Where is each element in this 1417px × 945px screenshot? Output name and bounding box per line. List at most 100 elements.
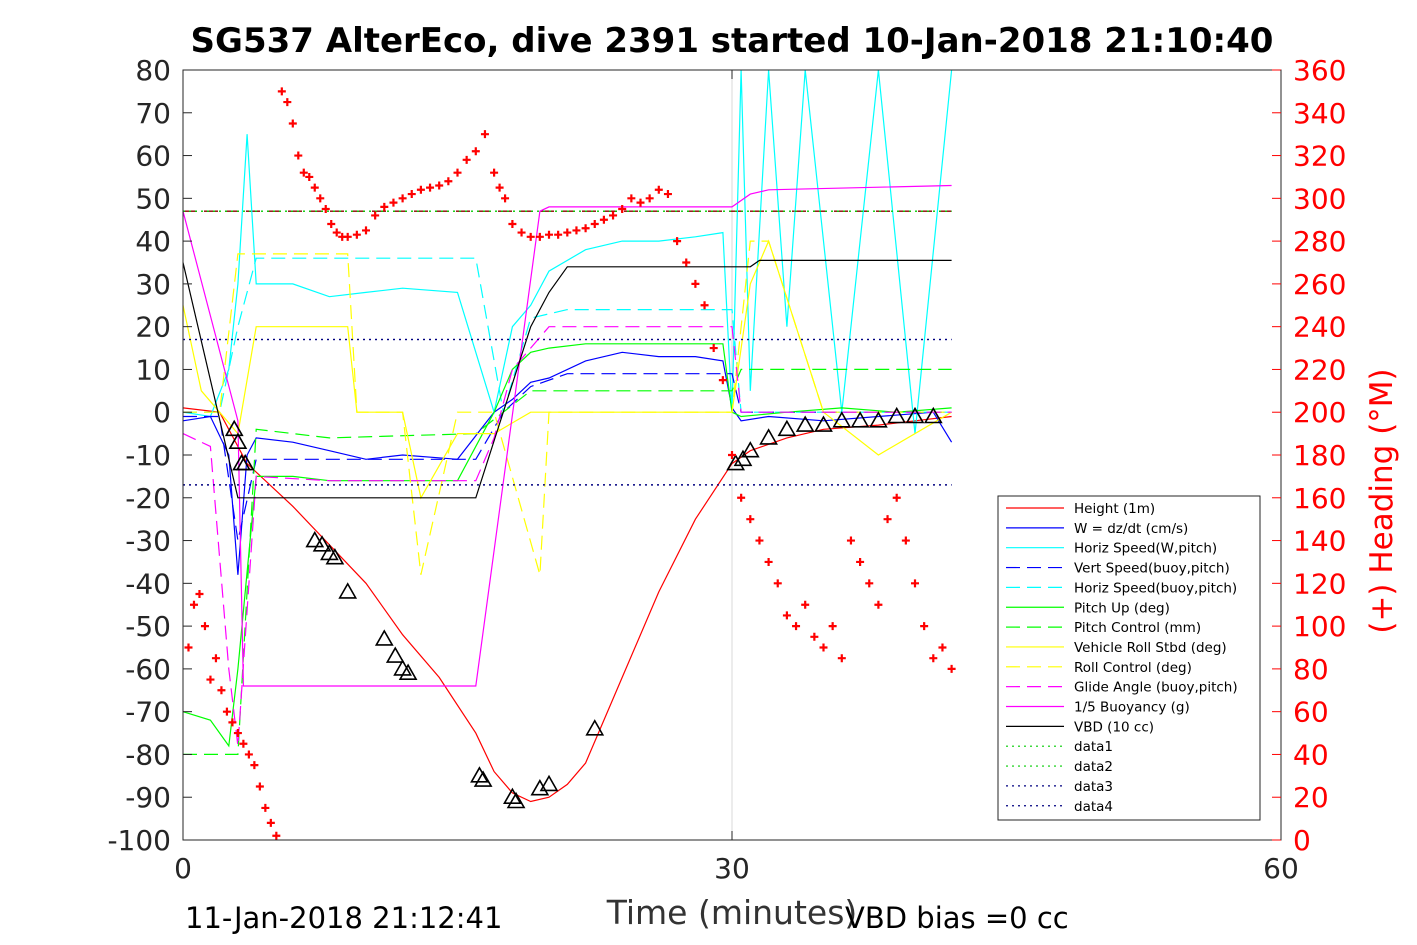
heading-marker — [572, 226, 581, 235]
triangle-marker — [850, 411, 870, 428]
right-tick-label: 20 — [1293, 781, 1329, 814]
heading-marker — [517, 228, 526, 237]
series-line — [182, 184, 952, 687]
heading-marker — [535, 232, 544, 241]
legend-entry-label: Pitch Control (mm) — [1074, 620, 1201, 636]
heading-marker — [920, 622, 929, 631]
triangle-marker — [726, 453, 746, 471]
left-tick-label: 80 — [135, 54, 171, 87]
series-line — [182, 343, 952, 748]
heading-marker — [782, 611, 791, 620]
right-tick-label: 320 — [1293, 140, 1346, 173]
triangle-marker — [905, 406, 925, 424]
right-tick-label: 120 — [1293, 567, 1346, 600]
heading-marker — [682, 258, 691, 267]
legend-entry-label: Horiz Speed(W,pitch) — [1074, 541, 1217, 557]
triangle-marker — [503, 787, 522, 805]
left-tick-label: 10 — [135, 353, 171, 386]
triangle-marker — [733, 449, 753, 467]
heading-marker — [501, 194, 510, 203]
triangle-marker — [470, 766, 489, 783]
heading-marker — [222, 707, 231, 716]
left-tick-label: 0 — [153, 396, 171, 429]
legend: Height (1m) W = dz/dt (cm/s) Horiz Speed(W… — [997, 495, 1261, 821]
right-tick-label: 280 — [1293, 225, 1346, 258]
heading-marker — [398, 194, 407, 203]
triangle-marker — [832, 411, 852, 428]
triangle-marker — [887, 406, 907, 424]
footer-vbd-bias: VBD bias =0 cc — [845, 901, 1069, 935]
heading-marker — [856, 557, 865, 566]
left-tick-label: 20 — [135, 311, 171, 344]
heading-marker — [343, 232, 352, 241]
heading-marker — [435, 181, 444, 190]
triangle-marker — [473, 770, 493, 787]
right-tick-label: 340 — [1293, 97, 1346, 130]
heading-marker — [380, 202, 389, 211]
heading-marker — [773, 579, 782, 588]
heading-marker — [211, 654, 220, 663]
right-axis-label: (+) Heading (°M) — [1364, 368, 1400, 633]
right-tick-label: 80 — [1293, 653, 1329, 686]
series-line — [182, 326, 952, 746]
heading-marker — [810, 632, 819, 641]
triangle-marker — [759, 428, 778, 445]
heading-marker — [526, 232, 535, 241]
heading-marker — [255, 782, 264, 791]
right-tick-label: 100 — [1293, 610, 1346, 643]
left-tick-label: -90 — [125, 781, 171, 814]
triangle-marker — [374, 629, 394, 646]
heading-marker — [228, 718, 237, 727]
heading-marker — [627, 194, 636, 203]
heading-marker — [462, 155, 471, 164]
heading-marker — [283, 98, 292, 107]
triangle-marker — [869, 411, 888, 428]
left-tick-label: 70 — [135, 97, 171, 130]
heading-marker — [654, 185, 663, 194]
heading-marker — [321, 205, 330, 214]
left-tick-label: 30 — [135, 268, 171, 301]
series-line — [183, 373, 952, 541]
right-tick-label: 140 — [1293, 525, 1346, 558]
left-tick-label: -60 — [125, 653, 171, 686]
heading-marker — [294, 151, 303, 160]
heading-marker — [327, 220, 336, 228]
heading-marker — [792, 622, 801, 631]
heading-marker — [718, 376, 727, 385]
heading-marker — [371, 211, 380, 220]
legend-entry-label: Height (1m) — [1074, 501, 1155, 517]
heading-marker — [250, 761, 259, 770]
triangle-marker — [530, 779, 550, 796]
legend-entry-label: Vehicle Roll Stbd (deg) — [1074, 640, 1227, 656]
heading-marker — [508, 220, 517, 228]
left-tick-label: 50 — [135, 182, 171, 215]
series-line — [183, 240, 952, 575]
heading-marker — [444, 177, 453, 186]
legend-entry-label: VBD (10 cc) — [1074, 719, 1154, 735]
x-tick-label: 0 — [174, 852, 192, 885]
left-tick-label: -70 — [125, 696, 171, 729]
right-tick-label: 0 — [1293, 824, 1311, 857]
series-line — [182, 239, 952, 500]
legend-entry-label: Vert Speed(buoy,pitch) — [1074, 561, 1230, 577]
heading-marker — [261, 803, 270, 812]
triangle-marker — [814, 415, 833, 432]
heading-marker — [581, 224, 590, 233]
series-line — [182, 69, 953, 434]
left-tick-label: -50 — [125, 610, 171, 643]
x-tick-label: 30 — [714, 852, 750, 885]
heading-marker — [636, 198, 645, 207]
heading-marker — [453, 168, 462, 177]
triangle-marker — [740, 441, 760, 458]
left-tick-label: -100 — [107, 824, 171, 857]
heading-marker — [471, 147, 480, 156]
legend-entry-label: Roll Control (deg) — [1074, 660, 1192, 676]
heading-marker — [495, 183, 504, 192]
legend-entry-label: data4 — [1074, 799, 1113, 815]
x-axis-label: Time (minutes) — [606, 893, 858, 932]
heading-marker — [691, 279, 700, 288]
heading-marker — [316, 194, 325, 203]
right-tick-label: 60 — [1293, 696, 1329, 729]
heading-marker — [599, 215, 608, 224]
